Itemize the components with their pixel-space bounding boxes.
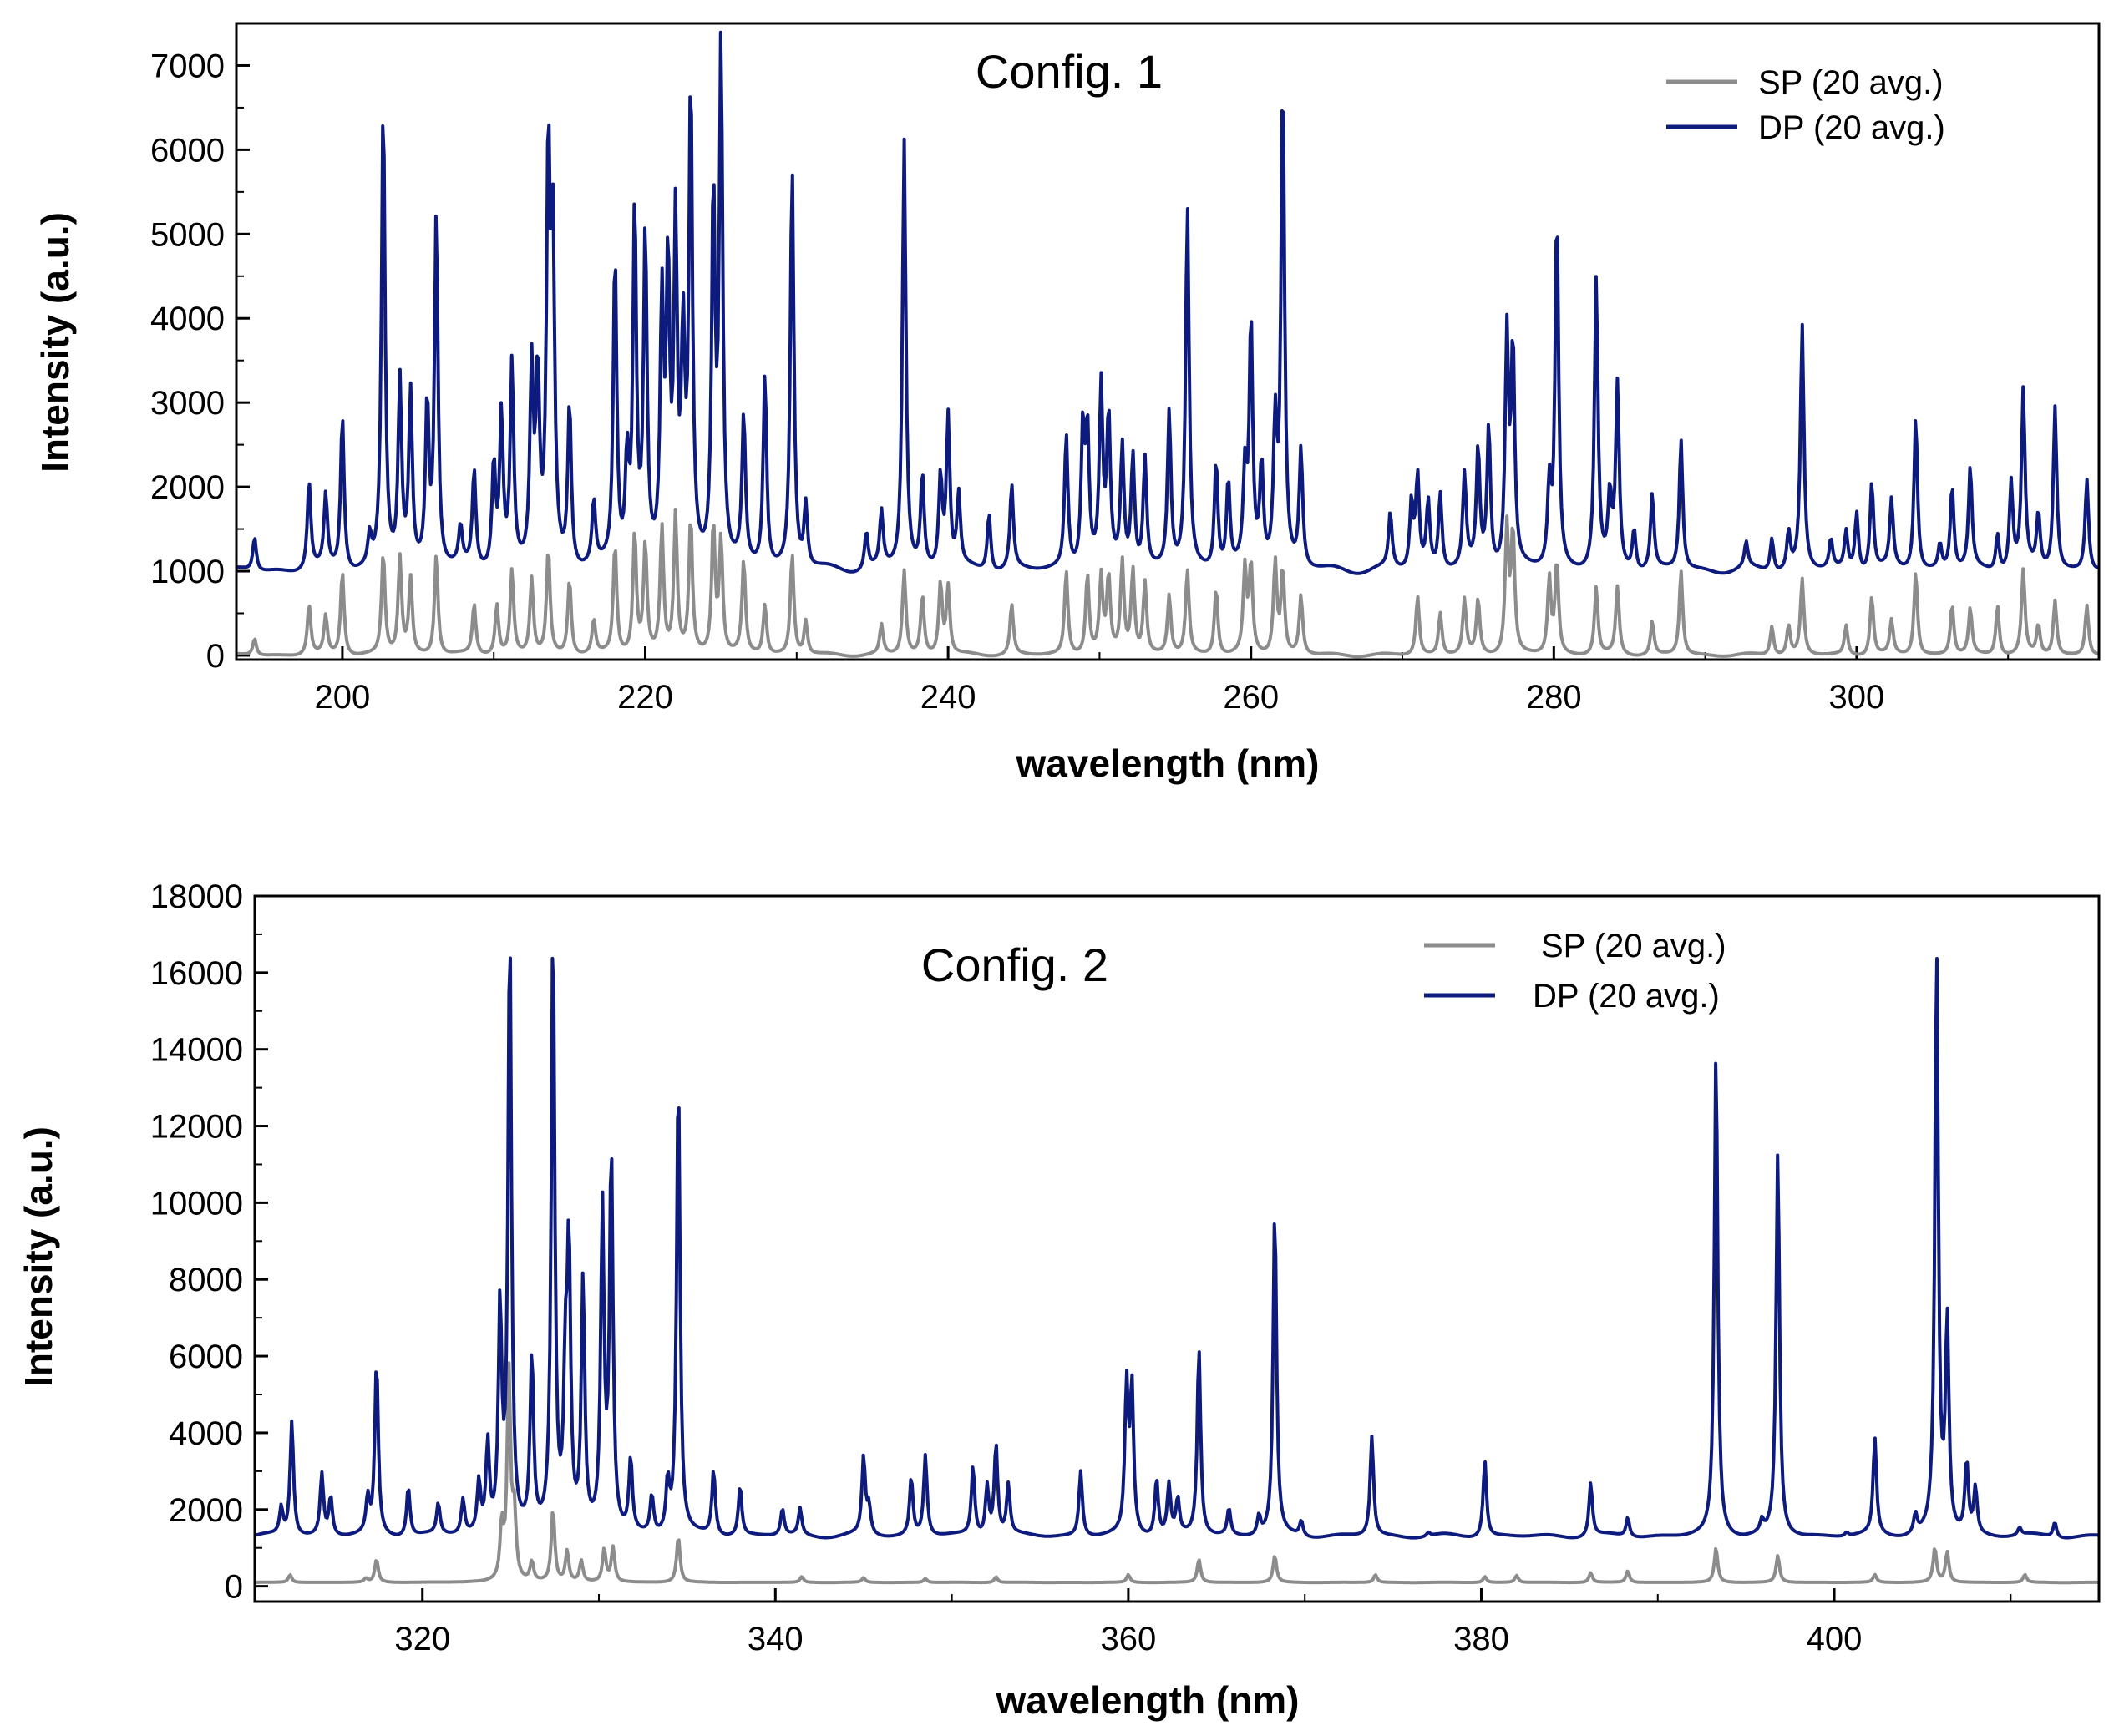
x-tick-label: 340 [748,1621,804,1658]
x-tick-label: 360 [1101,1621,1157,1658]
panel-1-legend-sp-label: SP (20 avg.) [1758,64,1944,101]
y-tick-label: 0 [225,1569,243,1606]
y-tick-label: 10000 [150,1185,243,1222]
panel-2-plot-frame [253,894,2101,1603]
panel-2-title: Config. 2 [921,939,1108,991]
panel-1-ticks: 200 220 240 260 280 3000100020003000400050006… [150,48,2010,716]
panel-1-legend: SP (20 avg.) DP (20 avg.) [1666,64,1945,146]
panel-config-1: 200 220 240 260 280 3000100020003000400050006… [33,22,2101,785]
panel-1-title: Config. 1 [976,45,1163,98]
panel-2-ticks: 320 340 360 380 4000200040006000800010000120… [150,878,2012,1658]
y-tick-label: 4000 [169,1415,243,1452]
x-tick-label: 320 [394,1621,450,1658]
x-tick-label: 240 [920,679,976,716]
sp-series-line [254,1361,2100,1585]
y-tick-label: 1000 [150,554,225,590]
y-tick-label: 2000 [150,469,225,506]
panel-2-series [254,956,2100,1585]
panel-2-legend: SP (20 avg.) DP (20 avg.) [1424,928,1726,1015]
panel-1-plot-frame [235,22,2101,661]
panel-1-x-axis-title: wavelength (nm) [1016,741,1320,785]
y-tick-label: 3000 [150,385,225,422]
x-tick-label: 220 [617,679,673,716]
panel-1-series [236,30,2100,659]
panel-config-2: 320 340 360 380 4000200040006000800010000120… [17,878,2101,1722]
y-tick-label: 5000 [150,216,225,253]
panel-2-legend-dp-label: DP (20 avg.) [1533,978,1720,1015]
x-tick-label: 280 [1526,679,1582,716]
panel-2-legend-sp-label: SP (20 avg.) [1541,928,1726,964]
y-tick-label: 18000 [150,878,243,915]
y-tick-label: 6000 [169,1339,243,1375]
panel-1-legend-dp-label: DP (20 avg.) [1758,109,1945,146]
y-tick-label: 0 [206,638,225,675]
y-tick-label: 2000 [169,1492,243,1529]
y-tick-label: 8000 [169,1262,243,1298]
x-tick-label: 400 [1807,1621,1863,1658]
x-tick-label: 260 [1223,679,1279,716]
panel-2-x-axis-title: wavelength (nm) [996,1678,1300,1722]
dp-series-line [236,30,2100,575]
dp-series-line [254,956,2100,1540]
x-tick-label: 300 [1829,679,1885,716]
y-tick-label: 6000 [150,132,225,169]
sp-series-line [236,508,2100,659]
y-tick-label: 4000 [150,301,225,337]
y-tick-label: 7000 [150,48,225,84]
x-tick-label: 200 [315,679,371,716]
x-tick-label: 380 [1453,1621,1509,1658]
y-tick-label: 12000 [150,1109,243,1146]
y-tick-label: 16000 [150,955,243,992]
y-tick-label: 14000 [150,1032,243,1069]
panel-1-y-axis-title: Intensity (a.u.) [33,212,77,473]
panel-2-y-axis-title: Intensity (a.u.) [17,1126,60,1387]
